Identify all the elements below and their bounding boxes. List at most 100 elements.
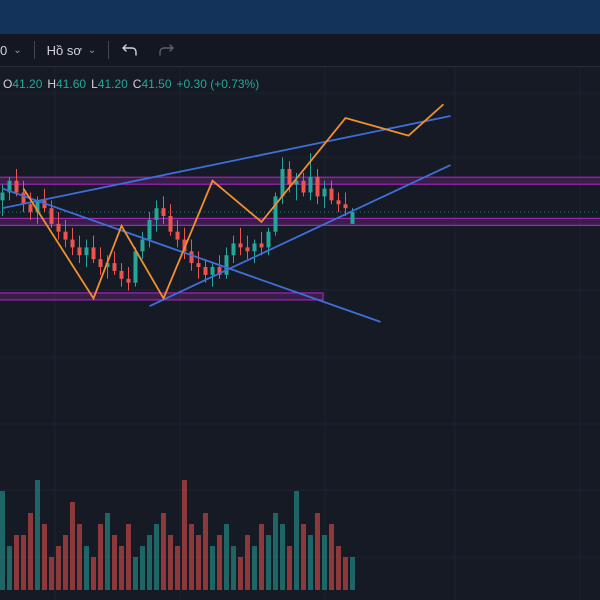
profile-menu-button[interactable]: Hồ sơ ⌄ [47, 43, 97, 58]
toolbar-divider [108, 41, 110, 59]
candle-body [196, 263, 201, 267]
candle-body [56, 223, 61, 232]
candle-body [98, 259, 103, 267]
volume-bar [322, 535, 327, 590]
volume-bar [238, 557, 243, 590]
profile-label: Hồ sơ [46, 42, 82, 58]
high-label: H [47, 77, 57, 91]
volume-bar [91, 557, 96, 590]
candle-body [343, 204, 348, 209]
volume-bar [0, 491, 5, 590]
candle-body [315, 176, 320, 197]
interval-label: 0 [0, 42, 8, 58]
volume-bar [112, 535, 117, 590]
candle-body [203, 267, 208, 275]
chevron-down-icon: ⌄ [87, 44, 97, 56]
chart-toolbar: 0 ⌄ Hồ sơ ⌄ [0, 34, 600, 67]
candle-body [280, 168, 285, 197]
close-value: 41.50 [141, 77, 172, 91]
volume-bar [35, 480, 40, 590]
candle-body [49, 208, 54, 224]
open-value: 41.20 [12, 77, 43, 91]
volume-bar [28, 513, 33, 590]
candle-body [112, 263, 117, 271]
low-value: 41.20 [97, 77, 128, 91]
zigzag-pattern [22, 103, 445, 301]
candle-body [182, 239, 187, 252]
low-label: L [91, 77, 98, 91]
candle-body [287, 168, 292, 185]
volume-bar [266, 535, 271, 590]
open-label: O [3, 77, 13, 91]
high-value: 41.60 [56, 77, 87, 91]
candle-body [168, 216, 173, 232]
candle-body [175, 231, 180, 240]
trendline [2, 187, 381, 323]
volume-bar [49, 557, 54, 590]
volume-bar [259, 524, 264, 590]
title-bar [0, 0, 600, 34]
candle-body [84, 247, 89, 256]
candle-body [252, 243, 257, 252]
volume-bar [301, 524, 306, 590]
candle-body [322, 188, 327, 197]
volume-bar [329, 524, 334, 590]
candle-body [63, 231, 68, 240]
redo-button[interactable] [153, 37, 179, 63]
candle-body [350, 212, 355, 224]
volume-bar [350, 557, 355, 590]
volume-bar [105, 513, 110, 590]
horizontal-zones [0, 176, 600, 301]
volume-bar [175, 546, 180, 590]
volume-bar [77, 524, 82, 590]
volume-bar [224, 524, 229, 590]
candle-body [245, 247, 250, 252]
candle-body [7, 180, 12, 193]
volume-bar [252, 546, 257, 590]
undo-icon [122, 44, 137, 56]
volume-bar [231, 546, 236, 590]
volume-bar [343, 557, 348, 590]
price-zone [0, 176, 600, 185]
candle-body [273, 196, 278, 232]
volume-bar [308, 535, 313, 590]
candle-body [14, 180, 19, 193]
volume-bar [315, 513, 320, 590]
candle-body [147, 219, 152, 240]
price-chart[interactable] [0, 67, 600, 600]
volume-bar [336, 546, 341, 590]
candle-body [259, 243, 264, 248]
candle-body [21, 192, 26, 205]
volume-bar [182, 480, 187, 590]
interval-selector[interactable]: 0 ⌄ [0, 43, 22, 58]
volume-bar [133, 557, 138, 590]
candle-body [308, 176, 313, 193]
candle-body [126, 278, 131, 283]
zigzag-line [22, 103, 445, 301]
candle-body [329, 188, 334, 201]
candle-body [0, 192, 5, 201]
candle-body [161, 208, 166, 217]
volume-bar [119, 546, 124, 590]
undo-button[interactable] [117, 37, 143, 63]
candle-body [140, 239, 145, 252]
candle-body [70, 239, 75, 248]
volume-bar [203, 513, 208, 590]
volume-bar [287, 546, 292, 590]
volume-bar [98, 524, 103, 590]
candlesticks [0, 153, 355, 291]
ohlc-legend: O41.20 H41.60 L41.20 C41.50 +0.30 (+0.73… [3, 77, 259, 91]
volume-bar [14, 535, 19, 590]
candle-body [91, 247, 96, 260]
candle-body [238, 243, 243, 248]
volume-bar [245, 535, 250, 590]
volume-bars [0, 480, 355, 590]
close-label: C [132, 77, 142, 91]
volume-bar [294, 491, 299, 590]
candle-body [35, 200, 40, 213]
price-zone [0, 217, 600, 227]
volume-bar [161, 513, 166, 590]
volume-bar [42, 524, 47, 590]
trendline [149, 164, 451, 308]
volume-bar [217, 535, 222, 590]
